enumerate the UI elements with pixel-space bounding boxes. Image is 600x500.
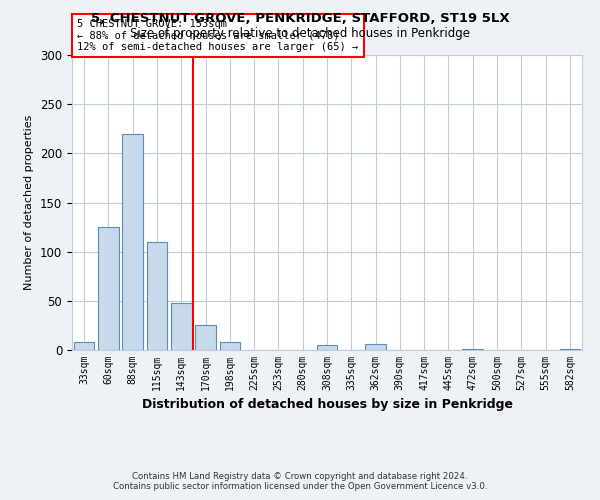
- Bar: [560, 349, 580, 350]
- Bar: [122, 134, 143, 350]
- Bar: [195, 326, 216, 350]
- Bar: [146, 242, 167, 350]
- Bar: [220, 342, 240, 350]
- Text: Contains HM Land Registry data © Crown copyright and database right 2024.
Contai: Contains HM Land Registry data © Crown c…: [113, 472, 487, 491]
- Text: 5, CHESTNUT GROVE, PENKRIDGE, STAFFORD, ST19 5LX: 5, CHESTNUT GROVE, PENKRIDGE, STAFFORD, …: [91, 12, 509, 26]
- Text: Size of property relative to detached houses in Penkridge: Size of property relative to detached ho…: [130, 28, 470, 40]
- X-axis label: Distribution of detached houses by size in Penkridge: Distribution of detached houses by size …: [142, 398, 512, 411]
- Bar: [171, 303, 191, 350]
- Bar: [74, 342, 94, 350]
- Y-axis label: Number of detached properties: Number of detached properties: [25, 115, 34, 290]
- Bar: [463, 349, 483, 350]
- Bar: [365, 344, 386, 350]
- Text: 5 CHESTNUT GROVE: 153sqm
← 88% of detached houses are smaller (478)
12% of semi-: 5 CHESTNUT GROVE: 153sqm ← 88% of detach…: [77, 19, 358, 52]
- Bar: [98, 227, 119, 350]
- Bar: [317, 345, 337, 350]
